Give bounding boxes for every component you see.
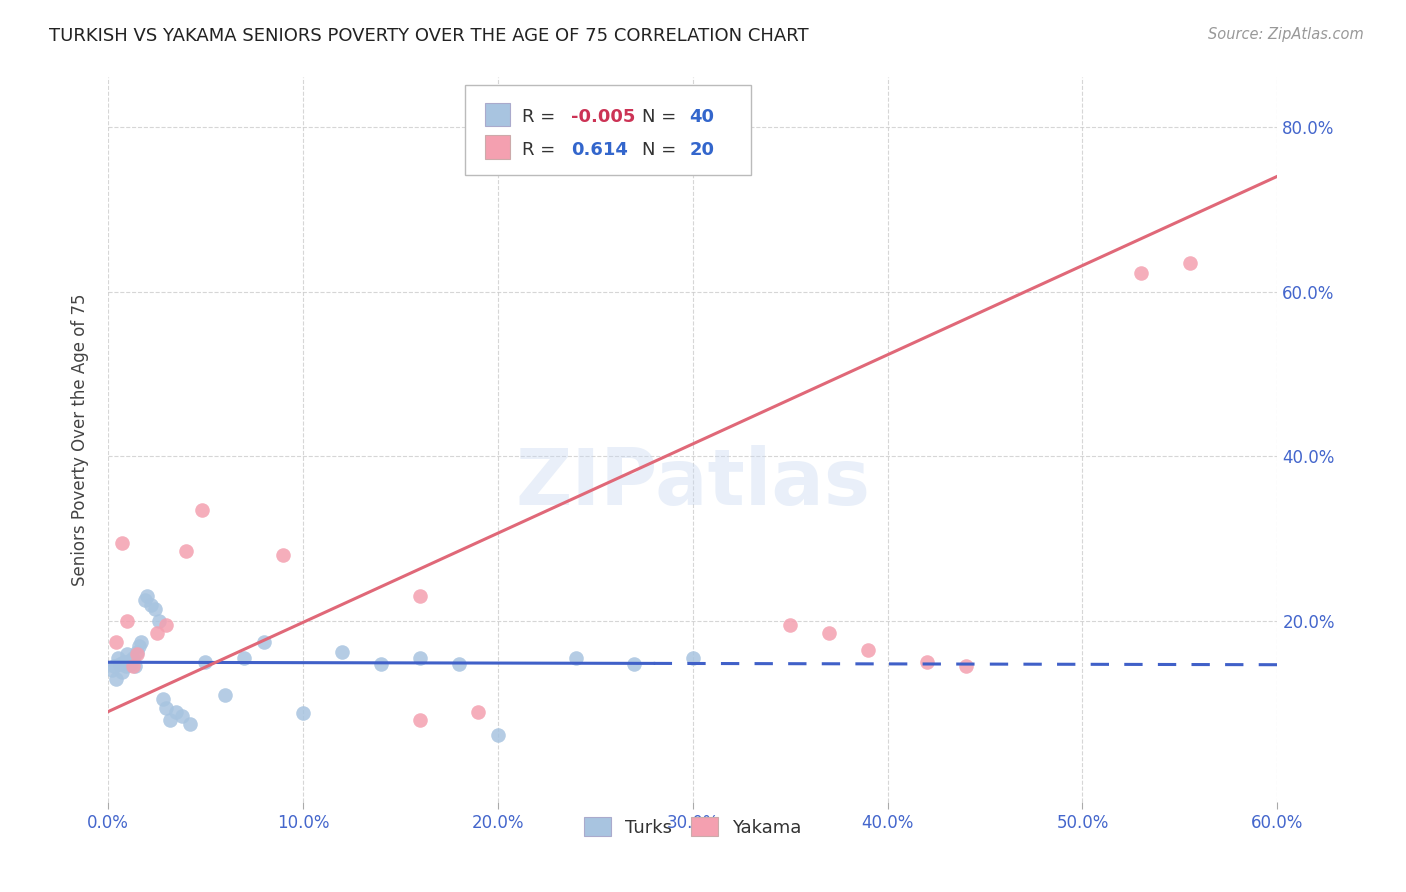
Point — [155, 700, 177, 714]
Point — [170, 708, 193, 723]
Point — [148, 614, 170, 628]
Point — [145, 626, 167, 640]
Text: N =: N = — [643, 108, 682, 127]
Point — [409, 651, 432, 665]
Point — [856, 643, 879, 657]
Point — [291, 706, 314, 721]
Point — [409, 590, 432, 604]
Point — [1178, 256, 1201, 270]
Point — [190, 503, 212, 517]
Point — [114, 659, 136, 673]
Point — [779, 618, 801, 632]
Point — [103, 659, 125, 673]
Text: -0.005: -0.005 — [571, 108, 636, 127]
Point — [120, 657, 142, 671]
Text: Source: ZipAtlas.com: Source: ZipAtlas.com — [1208, 27, 1364, 42]
Text: ZIPatlas: ZIPatlas — [515, 445, 870, 521]
FancyBboxPatch shape — [464, 85, 751, 176]
Point — [107, 651, 129, 665]
Point — [108, 657, 131, 671]
Text: 0.614: 0.614 — [571, 141, 628, 159]
Point — [486, 728, 509, 742]
Point — [118, 654, 141, 668]
Point — [233, 651, 256, 665]
Point — [273, 548, 295, 562]
Point — [564, 651, 586, 665]
Point — [111, 665, 134, 680]
Point — [915, 655, 938, 669]
Point — [447, 657, 470, 671]
Point — [127, 645, 149, 659]
FancyBboxPatch shape — [485, 136, 510, 159]
Point — [409, 713, 432, 727]
Point — [112, 655, 135, 669]
Legend: Turks, Yakama: Turks, Yakama — [576, 810, 808, 844]
Point — [128, 639, 150, 653]
Point — [165, 705, 187, 719]
Point — [117, 647, 139, 661]
Text: N =: N = — [643, 141, 682, 159]
Point — [253, 634, 276, 648]
Point — [136, 590, 159, 604]
FancyBboxPatch shape — [485, 103, 510, 126]
Point — [139, 598, 162, 612]
Text: 40: 40 — [689, 108, 714, 127]
Text: 20: 20 — [689, 141, 714, 159]
Point — [174, 544, 197, 558]
Point — [134, 593, 156, 607]
Point — [955, 659, 977, 673]
Point — [152, 692, 174, 706]
Point — [214, 688, 236, 702]
Point — [159, 713, 181, 727]
Point — [122, 659, 145, 673]
Point — [129, 634, 152, 648]
Point — [330, 645, 353, 659]
Point — [101, 664, 124, 678]
Point — [467, 705, 489, 719]
Y-axis label: Seniors Poverty Over the Age of 75: Seniors Poverty Over the Age of 75 — [72, 293, 89, 586]
Point — [124, 659, 146, 673]
Text: TURKISH VS YAKAMA SENIORS POVERTY OVER THE AGE OF 75 CORRELATION CHART: TURKISH VS YAKAMA SENIORS POVERTY OVER T… — [49, 27, 808, 45]
Text: R =: R = — [522, 108, 561, 127]
Point — [194, 655, 217, 669]
Point — [104, 672, 127, 686]
Point — [111, 536, 134, 550]
Point — [1129, 267, 1152, 281]
Point — [117, 614, 139, 628]
Point — [179, 717, 201, 731]
Point — [370, 657, 392, 671]
Point — [818, 626, 841, 640]
Point — [143, 601, 166, 615]
Point — [623, 657, 645, 671]
Point — [127, 647, 149, 661]
Text: R =: R = — [522, 141, 561, 159]
Point — [155, 618, 177, 632]
Point — [104, 634, 127, 648]
Point — [682, 651, 704, 665]
Point — [122, 651, 145, 665]
